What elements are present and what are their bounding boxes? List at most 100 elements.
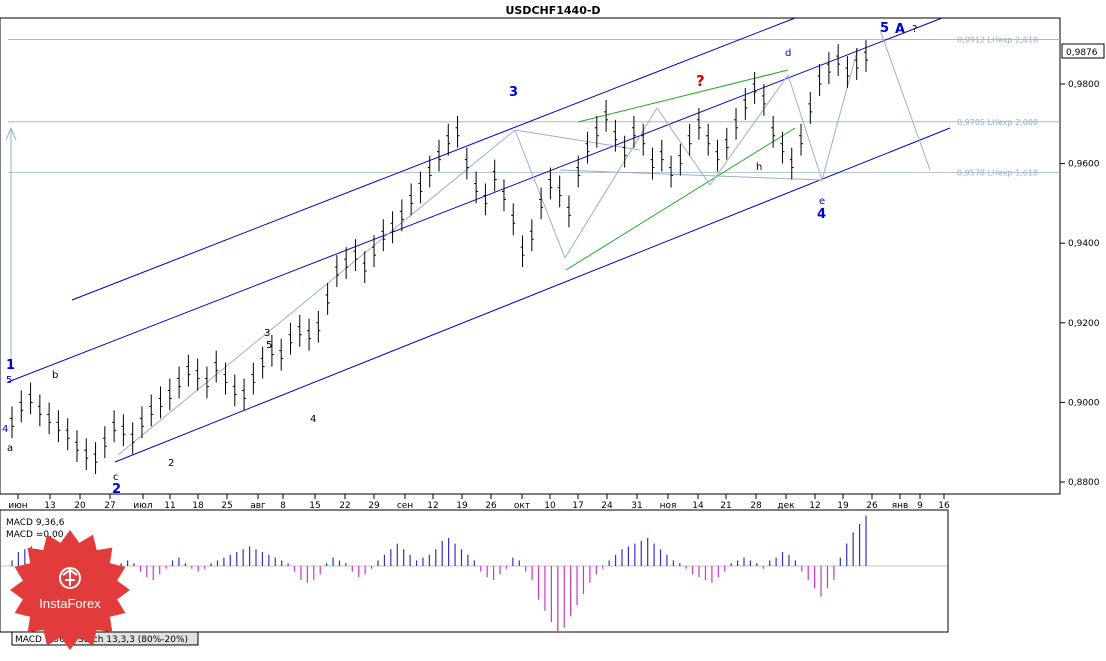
wave-connector-6 <box>709 74 789 186</box>
channel-middle-line <box>7 17 943 383</box>
time-tick-label: июл <box>133 501 152 511</box>
wave-connector-3 <box>514 129 566 259</box>
time-tick-label: 22 <box>339 501 350 511</box>
wave-connector-10 <box>879 29 931 171</box>
trend-green-lower <box>565 127 796 271</box>
time-tick-label: 31 <box>631 501 642 511</box>
time-tick-label: 25 <box>221 501 232 511</box>
time-tick-label: 16 <box>938 501 950 511</box>
channel-lower-line <box>114 127 951 463</box>
time-tick-label: 8 <box>280 501 286 511</box>
fib-level-label: 0,9705 LHexp 2,000 <box>957 118 1038 127</box>
time-tick-label: 14 <box>692 501 704 511</box>
time-tick-label: янв <box>892 501 909 511</box>
wave-label-d: d <box>785 48 791 59</box>
wave-label-3-big: 3 <box>509 85 518 100</box>
time-tick-label: сен <box>397 501 413 511</box>
time-axis: июн 13 20 27 июл 11 18 25 авг 8 15 22 29 сен 12 19 26 окт… <box>8 494 950 511</box>
time-tick-label: 19 <box>837 501 849 511</box>
time-tick-label: 13 <box>44 501 55 511</box>
badge-brand-name: InstaForex <box>39 596 101 611</box>
wave-label-4: 4 <box>310 414 316 425</box>
time-tick-label: 12 <box>427 501 438 511</box>
wave-label-2: 2 <box>112 482 121 497</box>
wave-label-5-big: 5 <box>880 21 889 36</box>
channel-lines <box>5 17 951 463</box>
badge-logo-circle <box>59 567 81 589</box>
time-tick-label: июн <box>8 501 27 511</box>
badge-logo-mark <box>62 568 78 586</box>
time-tick-label: 15 <box>309 501 320 511</box>
badge-star <box>10 530 130 650</box>
wave-label-b: b <box>52 370 58 381</box>
time-tick-label: 19 <box>456 501 468 511</box>
wave-label-5-black: 5 <box>266 340 272 351</box>
wave-connector-9 <box>821 47 859 181</box>
wave-connector-1 <box>117 129 516 456</box>
channel-upper-line <box>71 17 796 301</box>
time-tick-label: 26 <box>866 501 878 511</box>
wave-label-3: 3 <box>264 328 270 339</box>
ohlc-bars <box>10 40 868 475</box>
current-price-label: 0,9876 <box>1066 48 1098 58</box>
price-tick-label: 0,9600 <box>1068 160 1100 170</box>
wave-connector-8 <box>559 169 823 181</box>
wave-label-1: 1 <box>6 358 15 373</box>
indicator-tabs: MACD 9,36,6 Stoch 13,3,3 (80%-20%) <box>11 631 199 646</box>
chart-title: USDCHF1440-D <box>505 4 600 17</box>
wave-connector-5 <box>656 107 711 186</box>
time-tick-label: ноя <box>660 501 677 511</box>
fib-level-label: 0,9578 LHexp 1,618 <box>957 168 1038 177</box>
time-tick-label: окт <box>514 501 530 511</box>
wave-connector-4 <box>564 107 658 259</box>
macd-plot-frame <box>0 509 949 633</box>
macd-histogram <box>11 515 867 634</box>
wave-label-4-big: 4 <box>817 207 826 222</box>
wave-label-5-blue: 5 <box>6 375 12 386</box>
tab-macd-label: MACD 9,36,6 <box>15 635 74 645</box>
time-tick-label: 11 <box>164 501 175 511</box>
wave-label-A: A <box>895 22 905 37</box>
current-price-box <box>1061 43 1105 59</box>
price-tick-label: 0,9200 <box>1068 319 1100 329</box>
time-tick-label: 28 <box>750 501 762 511</box>
time-tick-label: 21 <box>720 501 731 511</box>
time-tick-label: 29 <box>368 501 380 511</box>
trend-green-upper <box>577 69 789 123</box>
time-tick-label: 27 <box>104 501 115 511</box>
wave-label-question: ? <box>912 24 917 35</box>
time-tick-label: 17 <box>572 501 583 511</box>
wave-label-2-black: 2 <box>168 458 174 469</box>
wave-label-question-red: ? <box>696 72 705 90</box>
time-tick-label: 24 <box>601 501 613 511</box>
wave-labels: 1 5 4 a b c 2 3 4 2 5 3 4 5 A ? ? d e h <box>2 21 917 497</box>
wave-label-h: h <box>756 162 762 173</box>
time-tick-label: 20 <box>74 501 86 511</box>
price-tick-label: 0,9800 <box>1068 80 1100 90</box>
fib-levels: 0,9912 LHexp 2,618 0,9705 LHexp 2,000 0,95… <box>8 35 1060 177</box>
wave-label-a: a <box>7 443 13 454</box>
time-tick-label: 10 <box>544 501 556 511</box>
wave-connector-7 <box>787 74 823 181</box>
macd-value: MACD =0,00 <box>6 530 64 540</box>
price-tick-label: 0,9400 <box>1068 239 1100 249</box>
time-tick-label: 12 <box>809 501 820 511</box>
wave-label-e: e <box>819 196 825 207</box>
instaforex-badge: InstaForex <box>10 530 130 650</box>
price-axis: 0,9800 0,9600 0,9400 0,9200 0,9000 0,8800 <box>1060 80 1100 488</box>
fib-level-label: 0,9912 LHexp 2,618 <box>957 35 1038 44</box>
time-tick-label: 18 <box>192 501 204 511</box>
price-tick-label: 0,8800 <box>1068 478 1100 488</box>
macd-label: MACD 9,36,6 <box>6 518 65 528</box>
arrow-head <box>5 126 17 141</box>
price-tick-label: 0,9000 <box>1068 398 1100 408</box>
time-tick-label: дек <box>777 501 795 511</box>
time-tick-label: авг <box>250 501 266 511</box>
wave-label-4-blue: 4 <box>2 424 8 435</box>
time-tick-label: 9 <box>917 501 923 511</box>
tab-stoch-label: Stoch 13,3,3 (80%-20%) <box>78 635 188 645</box>
time-tick-label: 26 <box>485 501 497 511</box>
wave-connector-2 <box>514 129 641 151</box>
wave-label-c: c <box>113 472 119 483</box>
